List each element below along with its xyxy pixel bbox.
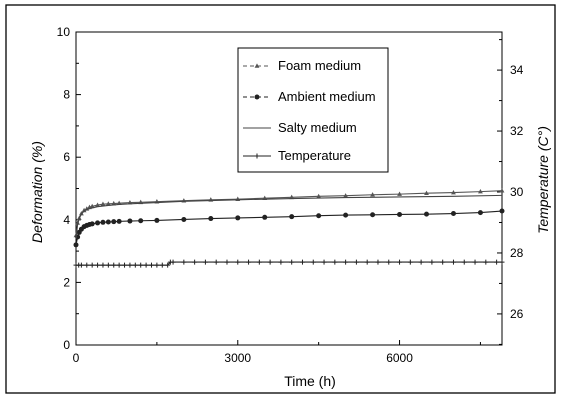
- y-tick-label: 4: [63, 213, 70, 227]
- legend-label: Salty medium: [278, 120, 357, 135]
- y-axis-label: Deformation (%): [29, 141, 45, 243]
- x-tick-label: 3000: [224, 351, 251, 365]
- legend-label: Temperature: [278, 148, 351, 163]
- data-point: [117, 219, 122, 224]
- data-point: [90, 221, 95, 226]
- data-point: [154, 218, 159, 223]
- legend-label: Ambient medium: [278, 89, 376, 104]
- y2-tick-label: 32: [510, 124, 524, 138]
- y-tick-label: 0: [63, 338, 70, 352]
- y-tick-label: 10: [57, 25, 71, 39]
- data-point: [424, 212, 429, 217]
- data-point: [370, 212, 375, 217]
- data-point: [235, 215, 240, 220]
- x-tick-label: 6000: [386, 351, 413, 365]
- data-point: [106, 219, 111, 224]
- y-tick-label: 6: [63, 150, 70, 164]
- data-point: [451, 211, 456, 216]
- legend-label: Foam medium: [278, 58, 361, 73]
- data-point: [208, 216, 213, 221]
- x-axis-label: Time (h): [284, 373, 336, 389]
- legend: Foam medium Ambient medium Salty medium Tem…: [238, 48, 388, 172]
- data-point: [100, 220, 105, 225]
- data-point: [181, 217, 186, 222]
- data-point: [255, 95, 260, 100]
- y2-tick-label: 30: [510, 185, 524, 199]
- y2-tick-label: 26: [510, 307, 524, 321]
- data-point: [289, 214, 294, 219]
- data-point: [343, 213, 348, 218]
- y-tick-label: 2: [63, 275, 70, 289]
- y2-tick-label: 34: [510, 63, 524, 77]
- data-point: [95, 220, 100, 225]
- y2-tick-label: 28: [510, 246, 524, 260]
- data-point: [262, 215, 267, 220]
- data-point: [111, 219, 116, 224]
- data-point: [500, 209, 505, 214]
- x-tick-label: 0: [73, 351, 80, 365]
- y-tick-label: 8: [63, 88, 70, 102]
- data-point: [316, 213, 321, 218]
- data-point: [138, 218, 143, 223]
- data-point: [478, 210, 483, 215]
- y2-axis-label: Temperature (C°): [535, 126, 551, 234]
- data-point: [397, 212, 402, 217]
- data-point: [74, 242, 79, 247]
- data-point: [127, 219, 132, 224]
